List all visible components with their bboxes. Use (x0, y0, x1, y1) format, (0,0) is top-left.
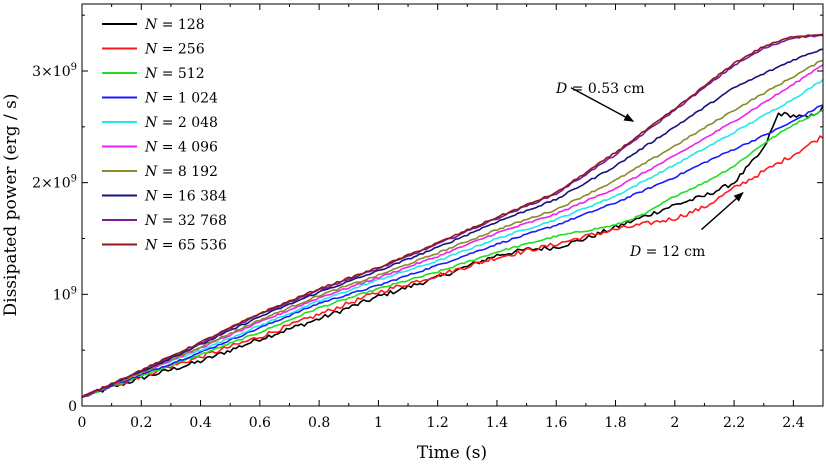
y-axis-title: Dissipated power (erg / s) (1, 93, 21, 316)
series-line (81, 78, 824, 398)
legend-label: N = 128 (144, 17, 205, 33)
plot-frame (81, 3, 824, 407)
x-axis-title: Time (s) (417, 443, 487, 463)
legend-label: N = 65 536 (144, 238, 227, 254)
legend-label: N = 32 768 (144, 213, 227, 229)
y-tick-label: 3×109 (32, 62, 77, 80)
x-tick-label: 0 (78, 415, 87, 431)
annotation-label: D = 0.53 cm (555, 81, 645, 97)
series-line (81, 33, 824, 398)
y-axis-ticks: 0 109 2×109 3×109 (32, 14, 823, 415)
x-tick-label: 2.4 (782, 415, 804, 431)
x-tick-label: 2.2 (723, 415, 745, 431)
x-tick-label: 0.2 (130, 415, 152, 431)
legend-label: N = 512 (144, 66, 205, 82)
x-tick-label: 0.6 (249, 415, 271, 431)
x-tick-label: 2 (670, 415, 679, 431)
series-line (81, 104, 824, 398)
legend-label: N = 1 024 (144, 91, 218, 107)
legend-label: N = 16 384 (144, 189, 227, 205)
series-line (81, 110, 824, 398)
annotation-label: D = 12 cm (629, 244, 705, 260)
series-line (81, 48, 824, 398)
y-tick-label: 2×109 (32, 174, 77, 192)
x-tick-label: 0.8 (308, 415, 330, 431)
x-tick-label: 1.4 (486, 415, 508, 431)
x-tick-label: 1.2 (427, 415, 449, 431)
x-tick-label: 1.8 (604, 415, 626, 431)
plot-lines (81, 33, 824, 398)
annotations: D = 0.53 cm D = 12 cm (555, 81, 744, 260)
x-axis-ticks: 0 0.2 0.4 0.6 0.8 1 1.2 1.4 1.6 1.8 2 2.2 2.4 (78, 4, 805, 431)
annotation-arrow (701, 192, 744, 231)
series-line (81, 59, 824, 398)
y-tick-label: 0 (68, 399, 77, 415)
legend-label: N = 2 048 (144, 115, 218, 131)
x-tick-label: 1.6 (545, 415, 567, 431)
series-line (81, 64, 824, 398)
legend-label: N = 8 192 (144, 164, 218, 180)
series-line (81, 34, 824, 398)
annotation-arrow (570, 87, 635, 122)
legend-label: N = 4 096 (144, 140, 218, 156)
series-line (81, 135, 824, 398)
legend: N = 128 N = 256 N = 512 N = 1 024 N = 2 048 N… (102, 17, 227, 254)
x-tick-label: 0.4 (189, 415, 211, 431)
x-tick-label: 1 (374, 415, 383, 431)
y-tick-label: 109 (53, 285, 77, 303)
legend-label: N = 256 (144, 42, 205, 58)
